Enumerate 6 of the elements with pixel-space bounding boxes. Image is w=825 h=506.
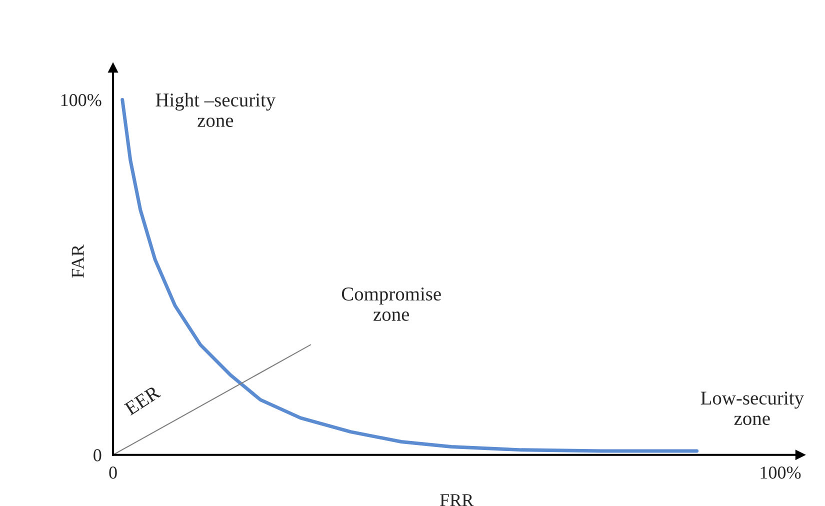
annotation: Compromise zone	[342, 288, 441, 321]
annotation: Hight –security zone	[156, 92, 276, 127]
annotation: EER	[124, 385, 162, 416]
y-axis-title: FAR	[72, 244, 84, 278]
annotation: Low-security zone	[700, 392, 804, 426]
x-axis-title: FRR	[440, 494, 474, 506]
